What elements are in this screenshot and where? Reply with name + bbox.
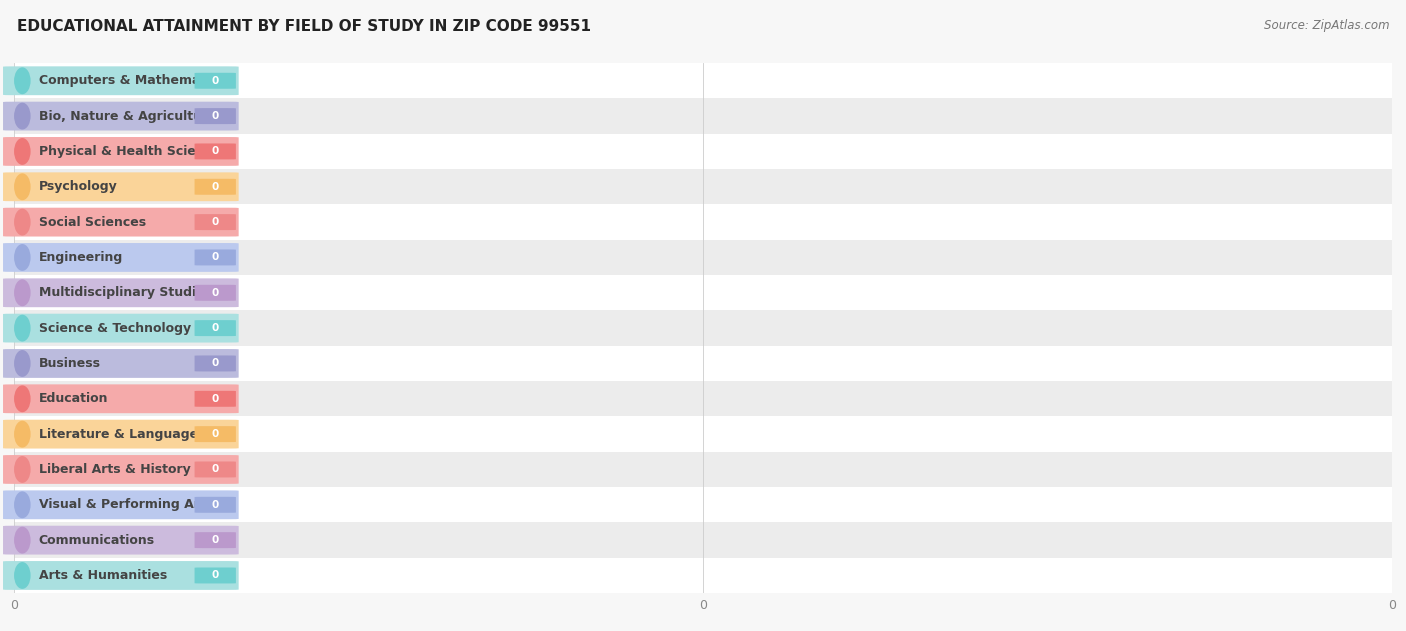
Text: Education: Education xyxy=(39,392,108,405)
Bar xyxy=(14,346,1392,381)
Ellipse shape xyxy=(14,421,31,447)
Bar xyxy=(14,487,1392,522)
FancyBboxPatch shape xyxy=(3,420,239,449)
Text: Liberal Arts & History: Liberal Arts & History xyxy=(39,463,191,476)
FancyBboxPatch shape xyxy=(194,73,236,89)
Bar xyxy=(14,416,1392,452)
FancyBboxPatch shape xyxy=(3,561,239,590)
Text: Psychology: Psychology xyxy=(39,180,118,193)
Text: Computers & Mathematics: Computers & Mathematics xyxy=(39,74,225,87)
FancyBboxPatch shape xyxy=(3,243,239,272)
Text: Business: Business xyxy=(39,357,101,370)
Text: 0: 0 xyxy=(212,146,219,156)
Text: 0: 0 xyxy=(212,535,219,545)
Text: Engineering: Engineering xyxy=(39,251,124,264)
FancyBboxPatch shape xyxy=(3,102,239,131)
FancyBboxPatch shape xyxy=(194,214,236,230)
FancyBboxPatch shape xyxy=(194,391,236,407)
Bar xyxy=(14,275,1392,310)
Text: Source: ZipAtlas.com: Source: ZipAtlas.com xyxy=(1264,19,1389,32)
Ellipse shape xyxy=(14,68,31,94)
FancyBboxPatch shape xyxy=(3,490,239,519)
Text: 0: 0 xyxy=(212,252,219,262)
Text: Visual & Performing Arts: Visual & Performing Arts xyxy=(39,498,212,511)
Text: 0: 0 xyxy=(212,217,219,227)
FancyBboxPatch shape xyxy=(194,143,236,160)
FancyBboxPatch shape xyxy=(194,249,236,266)
FancyBboxPatch shape xyxy=(3,172,239,201)
Text: Science & Technology: Science & Technology xyxy=(39,322,191,334)
Text: 0: 0 xyxy=(212,323,219,333)
Text: 0: 0 xyxy=(212,182,219,192)
Text: EDUCATIONAL ATTAINMENT BY FIELD OF STUDY IN ZIP CODE 99551: EDUCATIONAL ATTAINMENT BY FIELD OF STUDY… xyxy=(17,19,591,34)
Ellipse shape xyxy=(14,492,31,518)
FancyBboxPatch shape xyxy=(194,320,236,336)
FancyBboxPatch shape xyxy=(3,208,239,237)
Bar xyxy=(14,381,1392,416)
FancyBboxPatch shape xyxy=(194,461,236,478)
Text: Bio, Nature & Agricultural: Bio, Nature & Agricultural xyxy=(39,110,221,122)
Text: 0: 0 xyxy=(212,358,219,369)
FancyBboxPatch shape xyxy=(194,532,236,548)
Text: Communications: Communications xyxy=(39,534,155,546)
Text: 0: 0 xyxy=(212,76,219,86)
FancyBboxPatch shape xyxy=(3,278,239,307)
Ellipse shape xyxy=(14,280,31,306)
Text: Arts & Humanities: Arts & Humanities xyxy=(39,569,167,582)
Bar xyxy=(14,204,1392,240)
Bar xyxy=(14,310,1392,346)
FancyBboxPatch shape xyxy=(194,355,236,372)
Text: 0: 0 xyxy=(212,464,219,475)
Bar xyxy=(14,452,1392,487)
Text: Physical & Health Sciences: Physical & Health Sciences xyxy=(39,145,228,158)
Bar xyxy=(14,558,1392,593)
Bar xyxy=(14,240,1392,275)
FancyBboxPatch shape xyxy=(3,384,239,413)
Text: Literature & Languages: Literature & Languages xyxy=(39,428,205,440)
FancyBboxPatch shape xyxy=(194,567,236,584)
FancyBboxPatch shape xyxy=(3,314,239,343)
Ellipse shape xyxy=(14,386,31,412)
FancyBboxPatch shape xyxy=(3,66,239,95)
FancyBboxPatch shape xyxy=(3,349,239,378)
FancyBboxPatch shape xyxy=(194,285,236,301)
Text: 0: 0 xyxy=(212,111,219,121)
Text: Multidisciplinary Studies: Multidisciplinary Studies xyxy=(39,286,212,299)
Ellipse shape xyxy=(14,103,31,129)
Ellipse shape xyxy=(14,562,31,589)
FancyBboxPatch shape xyxy=(194,426,236,442)
Bar xyxy=(14,63,1392,98)
Ellipse shape xyxy=(14,209,31,235)
FancyBboxPatch shape xyxy=(3,526,239,555)
Bar xyxy=(14,134,1392,169)
Ellipse shape xyxy=(14,350,31,377)
FancyBboxPatch shape xyxy=(3,137,239,166)
Text: 0: 0 xyxy=(212,394,219,404)
Bar xyxy=(14,522,1392,558)
FancyBboxPatch shape xyxy=(194,497,236,513)
Text: 0: 0 xyxy=(212,500,219,510)
Bar xyxy=(14,169,1392,204)
Text: 0: 0 xyxy=(212,570,219,581)
Text: Social Sciences: Social Sciences xyxy=(39,216,146,228)
Ellipse shape xyxy=(14,315,31,341)
Ellipse shape xyxy=(14,138,31,165)
Text: 0: 0 xyxy=(212,429,219,439)
Bar xyxy=(14,98,1392,134)
FancyBboxPatch shape xyxy=(194,179,236,195)
FancyBboxPatch shape xyxy=(3,455,239,484)
Ellipse shape xyxy=(14,244,31,271)
Ellipse shape xyxy=(14,174,31,200)
Ellipse shape xyxy=(14,456,31,483)
Text: 0: 0 xyxy=(212,288,219,298)
FancyBboxPatch shape xyxy=(194,108,236,124)
Ellipse shape xyxy=(14,527,31,553)
